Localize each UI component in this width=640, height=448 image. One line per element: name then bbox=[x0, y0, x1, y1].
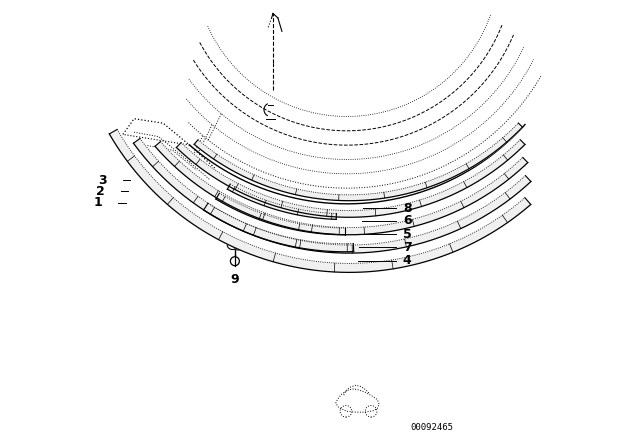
Text: 6: 6 bbox=[403, 214, 412, 228]
Text: 4: 4 bbox=[403, 254, 412, 267]
Text: 5: 5 bbox=[403, 228, 412, 241]
Polygon shape bbox=[109, 129, 531, 272]
Polygon shape bbox=[216, 193, 344, 235]
Polygon shape bbox=[155, 142, 528, 235]
Polygon shape bbox=[134, 138, 531, 253]
Text: 7: 7 bbox=[403, 241, 412, 254]
Text: 2: 2 bbox=[96, 185, 105, 198]
Text: 9: 9 bbox=[230, 273, 239, 286]
Polygon shape bbox=[177, 140, 525, 217]
Text: 3: 3 bbox=[99, 173, 107, 187]
Polygon shape bbox=[194, 123, 522, 201]
Text: 8: 8 bbox=[403, 202, 412, 215]
Text: 00092465: 00092465 bbox=[410, 423, 454, 432]
Polygon shape bbox=[204, 203, 354, 252]
Text: 1: 1 bbox=[94, 196, 102, 210]
Polygon shape bbox=[227, 184, 337, 220]
